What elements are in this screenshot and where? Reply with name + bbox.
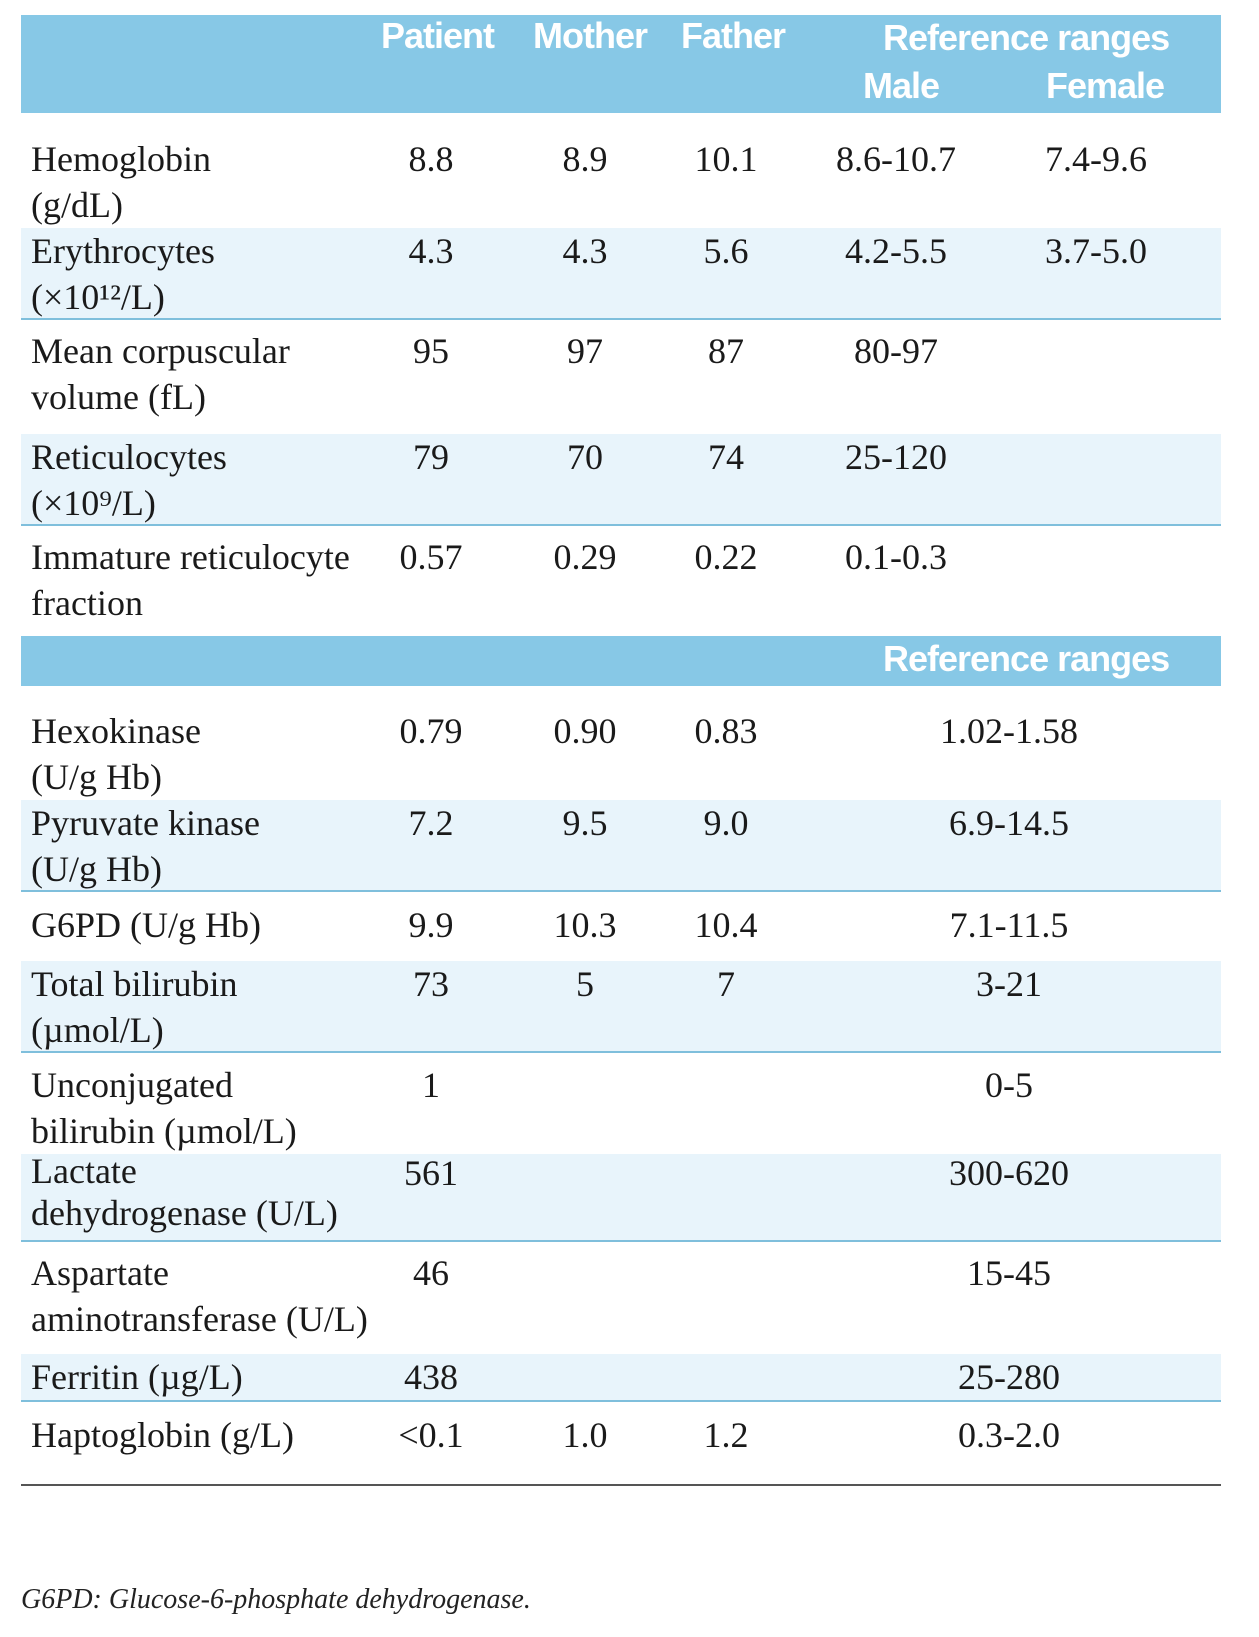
row-label: Reticulocytes (×10⁹/L) (31, 437, 227, 523)
patient-value: 0.57 (399, 537, 463, 577)
table-row: Total bilirubin (µmol/L) 73 5 7 3-21 (21, 961, 1221, 1053)
table-bottom-rule (21, 1484, 1221, 1486)
reference-range: 7.1-11.5 (949, 905, 1069, 945)
father-value: 0.83 (694, 711, 758, 751)
father-value: 1.2 (703, 1415, 749, 1455)
reference-range: 15-45 (967, 1253, 1051, 1293)
male-range: 8.6-10.7 (836, 139, 956, 179)
male-range: 25-120 (845, 437, 947, 477)
table-row: Pyruvate kinase (U/g Hb) 7.2 9.5 9.0 6.9… (21, 800, 1221, 892)
row-label: Hemoglobin (g/dL) (31, 139, 211, 225)
father-value: 10.1 (694, 139, 758, 179)
mother-value: 8.9 (562, 139, 608, 179)
father-value: 10.4 (694, 905, 758, 945)
mother-value: 0.29 (553, 537, 617, 577)
table-row: Lactate dehydrogenase (U/L) 561 300-620 (21, 1151, 1221, 1242)
table-row: Erythrocytes (×10¹²/L) 4.3 4.3 5.6 4.2-5… (21, 228, 1221, 320)
reference-range: 25-280 (958, 1357, 1060, 1397)
table-row: Reticulocytes (×10⁹/L) 79 70 74 25-120 (21, 434, 1221, 526)
mother-value: 97 (567, 331, 603, 371)
reference-range: 0.3-2.0 (958, 1415, 1060, 1455)
row-label: Unconjugated bilirubin (µmol/L) (31, 1065, 297, 1151)
patient-value: 46 (413, 1253, 449, 1293)
row-label: Ferritin (µg/L) (31, 1357, 243, 1397)
female-range: 7.4-9.6 (1045, 139, 1147, 179)
col-header-mother: Mother (533, 15, 648, 56)
father-value: 7 (717, 964, 735, 1004)
patient-value: 438 (404, 1357, 458, 1397)
patient-value: 1 (422, 1065, 440, 1105)
col-header-female: Female (1046, 65, 1165, 106)
table-row: Mean corpuscular volume (fL) 95 97 87 80… (21, 328, 1221, 432)
father-value: 87 (708, 331, 744, 371)
table-row: Unconjugated bilirubin (µmol/L) 1 0-5 (21, 1062, 1221, 1154)
patient-value: <0.1 (398, 1415, 464, 1455)
table-row: Hexokinase (U/g Hb) 0.79 0.90 0.83 1.02-… (21, 708, 1221, 800)
row-label: Pyruvate kinase (U/g Hb) (31, 803, 260, 889)
father-value: 9.0 (703, 803, 749, 843)
row-label: Aspartate aminotransferase (U/L) (31, 1253, 368, 1339)
table-row: G6PD (U/g Hb) 9.9 10.3 10.4 7.1-11.5 (21, 902, 1221, 960)
father-value: 74 (708, 437, 744, 477)
male-range: 80-97 (854, 331, 938, 371)
row-label: G6PD (U/g Hb) (31, 905, 261, 945)
col-header-male: Male (863, 65, 940, 106)
patient-value: 7.2 (408, 803, 454, 843)
row-label: Lactate dehydrogenase (U/L) (31, 1151, 338, 1233)
patient-value: 9.9 (408, 905, 454, 945)
col-header-father: Father (681, 15, 786, 56)
patient-value: 79 (413, 437, 449, 477)
patient-value: 4.3 (408, 231, 454, 271)
col-header-patient: Patient (381, 15, 495, 56)
table-subheader: Reference ranges (21, 636, 1221, 686)
mother-value: 0.90 (553, 711, 617, 751)
patient-value: 561 (404, 1153, 458, 1193)
male-range: 4.2-5.5 (845, 231, 947, 271)
row-label: Total bilirubin (µmol/L) (31, 964, 238, 1050)
reference-range: 3-21 (976, 964, 1042, 1004)
row-label: Immature reticulocyte fraction (31, 537, 350, 623)
father-value: 5.6 (703, 231, 749, 271)
patient-value: 0.79 (399, 711, 463, 751)
col-header-reference-ranges: Reference ranges (883, 17, 1170, 58)
mother-value: 70 (567, 437, 603, 477)
father-value: 0.22 (694, 537, 758, 577)
patient-value: 8.8 (408, 139, 454, 179)
row-label: Mean corpuscular volume (fL) (31, 331, 290, 417)
patient-value: 95 (413, 331, 449, 371)
footnote: G6PD: Glucose-6-phosphate dehydrogenase. (21, 1584, 531, 1615)
table-row: Immature reticulocyte fraction 0.57 0.29… (21, 534, 1221, 630)
patient-value: 73 (413, 964, 449, 1004)
male-range: 0.1-0.3 (845, 537, 947, 577)
row-label: Hexokinase (U/g Hb) (31, 711, 201, 797)
table-header: Patient Mother Father Reference ranges M… (21, 15, 1221, 113)
reference-range: 1.02-1.58 (940, 711, 1078, 751)
table-row: Haptoglobin (g/L) <0.1 1.0 1.2 0.3-2.0 (21, 1412, 1221, 1472)
row-label: Erythrocytes (×10¹²/L) (31, 231, 215, 317)
mother-value: 5 (576, 964, 594, 1004)
table-row: Ferritin (µg/L) 438 25-280 (21, 1354, 1221, 1402)
female-range: 3.7-5.0 (1045, 231, 1147, 271)
row-label: Haptoglobin (g/L) (31, 1415, 294, 1455)
mother-value: 1.0 (562, 1415, 608, 1455)
mother-value: 4.3 (562, 231, 608, 271)
col-header-reference-ranges-2: Reference ranges (883, 638, 1170, 679)
mother-value: 10.3 (553, 905, 617, 945)
reference-range: 0-5 (985, 1065, 1033, 1105)
reference-range: 6.9-14.5 (949, 803, 1069, 843)
table-row: Aspartate aminotransferase (U/L) 46 15-4… (21, 1250, 1221, 1348)
mother-value: 9.5 (562, 803, 608, 843)
reference-range: 300-620 (949, 1153, 1069, 1193)
table-row: Hemoglobin (g/dL) 8.8 8.9 10.1 8.6-10.7 … (21, 136, 1221, 228)
